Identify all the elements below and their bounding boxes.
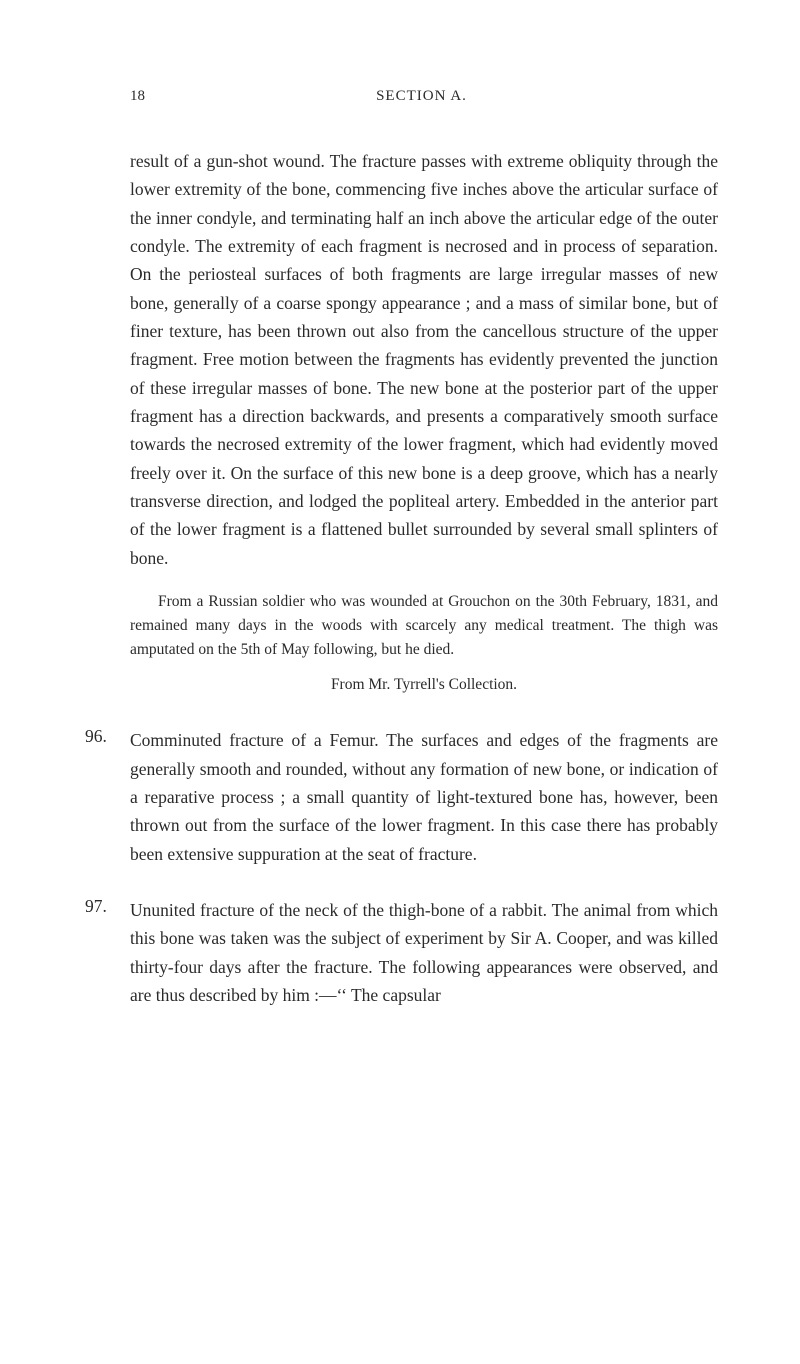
- entry-number-96: 96.: [85, 726, 107, 747]
- note-paragraph: From a Russian soldier who was wounded a…: [130, 590, 718, 662]
- main-paragraph: result of a gun-shot wound. The fracture…: [130, 147, 718, 572]
- entry-text-96: Comminuted fracture of a Femur. The surf…: [130, 726, 718, 868]
- collection-line: From Mr. Tyrrell's Collection.: [130, 676, 718, 694]
- entry-96: 96. Comminuted fracture of a Femur. The …: [130, 726, 718, 868]
- section-title: SECTION A.: [376, 88, 467, 105]
- entry-number-97: 97.: [85, 896, 107, 917]
- page-number: 18: [130, 88, 145, 105]
- entry-text-97: Ununited fracture of the neck of the thi…: [130, 896, 718, 1009]
- entry-97: 97. Ununited fracture of the neck of the…: [130, 896, 718, 1009]
